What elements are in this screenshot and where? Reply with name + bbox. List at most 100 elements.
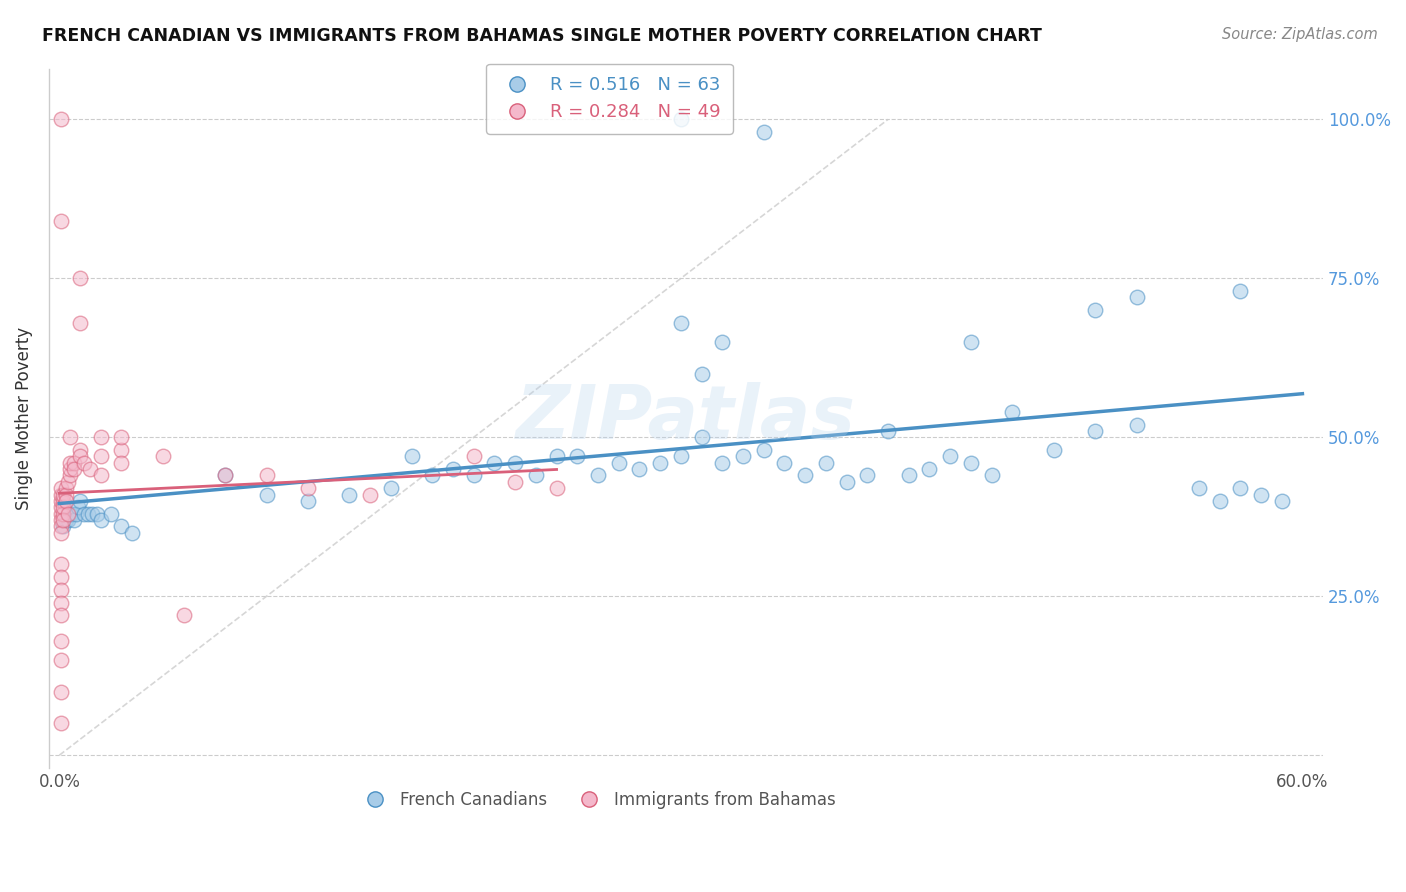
Point <box>546 450 568 464</box>
Point <box>56 513 79 527</box>
Point <box>897 468 920 483</box>
Point <box>51 494 73 508</box>
Point <box>669 112 692 127</box>
Point <box>877 424 900 438</box>
Point <box>52 494 75 508</box>
Point <box>835 475 858 489</box>
Point <box>441 462 464 476</box>
Point <box>121 525 143 540</box>
Point <box>731 450 754 464</box>
Point <box>90 450 112 464</box>
Point <box>51 513 73 527</box>
Point <box>650 456 672 470</box>
Point <box>51 558 73 572</box>
Point <box>55 487 77 501</box>
Point <box>59 456 82 470</box>
Point <box>1125 417 1147 432</box>
Point <box>51 633 73 648</box>
Point <box>711 456 734 470</box>
Point <box>55 513 77 527</box>
Point <box>1229 481 1251 495</box>
Point <box>669 450 692 464</box>
Point <box>65 507 87 521</box>
Point <box>56 507 79 521</box>
Point <box>297 494 319 508</box>
Point <box>939 450 962 464</box>
Point <box>110 456 132 470</box>
Point <box>586 468 609 483</box>
Point <box>110 443 132 458</box>
Point <box>66 500 89 515</box>
Point <box>52 500 75 515</box>
Point <box>463 468 485 483</box>
Point <box>628 462 651 476</box>
Point <box>960 456 983 470</box>
Point <box>380 481 402 495</box>
Point <box>401 450 423 464</box>
Point <box>1125 290 1147 304</box>
Point <box>484 456 506 470</box>
Point <box>546 481 568 495</box>
Point <box>82 507 104 521</box>
Point <box>607 456 630 470</box>
Point <box>55 481 77 495</box>
Point <box>77 507 100 521</box>
Point <box>960 334 983 349</box>
Point <box>51 608 73 623</box>
Point <box>1229 284 1251 298</box>
Point <box>51 481 73 495</box>
Point <box>59 468 82 483</box>
Point <box>51 500 73 515</box>
Point <box>59 430 82 444</box>
Point <box>980 468 1002 483</box>
Point <box>73 507 96 521</box>
Point <box>214 468 236 483</box>
Point <box>63 456 86 470</box>
Point <box>856 468 879 483</box>
Point <box>69 271 91 285</box>
Point <box>52 513 75 527</box>
Point <box>1084 424 1107 438</box>
Point <box>1250 487 1272 501</box>
Point <box>1188 481 1211 495</box>
Legend: French Canadians, Immigrants from Bahamas: French Canadians, Immigrants from Bahama… <box>352 784 842 815</box>
Point <box>794 468 817 483</box>
Point <box>69 494 91 508</box>
Point <box>918 462 941 476</box>
Point <box>90 468 112 483</box>
Point <box>52 507 75 521</box>
Point <box>1271 494 1294 508</box>
Point <box>90 430 112 444</box>
Point <box>79 462 101 476</box>
Point <box>69 443 91 458</box>
Point <box>690 367 713 381</box>
Text: ZIPatlas: ZIPatlas <box>516 382 856 455</box>
Point <box>524 468 547 483</box>
Point <box>51 596 73 610</box>
Point <box>51 112 73 127</box>
Point <box>69 450 91 464</box>
Point <box>1084 303 1107 318</box>
Point <box>214 468 236 483</box>
Point <box>420 468 443 483</box>
Text: FRENCH CANADIAN VS IMMIGRANTS FROM BAHAMAS SINGLE MOTHER POVERTY CORRELATION CHA: FRENCH CANADIAN VS IMMIGRANTS FROM BAHAM… <box>42 27 1042 45</box>
Point <box>711 334 734 349</box>
Point <box>60 507 83 521</box>
Point <box>463 450 485 464</box>
Point <box>73 456 96 470</box>
Point <box>100 507 122 521</box>
Point <box>51 684 73 698</box>
Point <box>51 716 73 731</box>
Point <box>297 481 319 495</box>
Point <box>337 487 360 501</box>
Point <box>56 475 79 489</box>
Point <box>51 570 73 584</box>
Point <box>51 519 73 533</box>
Point <box>55 494 77 508</box>
Point <box>752 443 775 458</box>
Point <box>59 507 82 521</box>
Point <box>51 214 73 228</box>
Point <box>110 519 132 533</box>
Point <box>110 430 132 444</box>
Point <box>51 487 73 501</box>
